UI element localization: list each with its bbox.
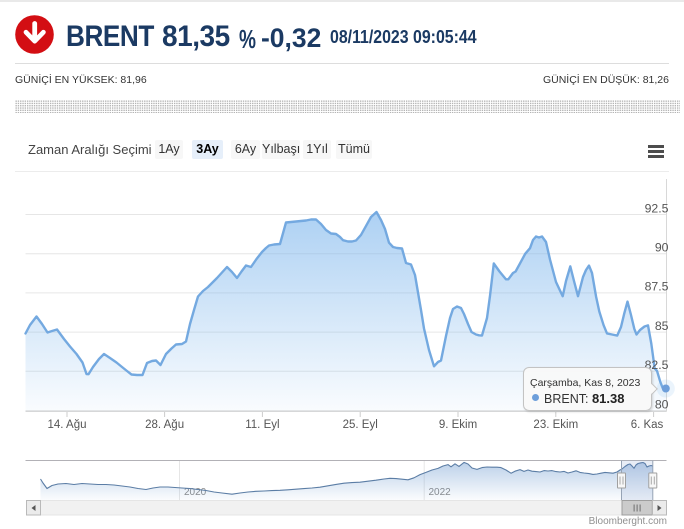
svg-text:90: 90 — [655, 241, 669, 255]
svg-text:14. Ağu: 14. Ağu — [47, 419, 86, 431]
svg-text:80: 80 — [655, 397, 669, 411]
svg-text:6. Kas: 6. Kas — [631, 419, 664, 431]
svg-text:92.5: 92.5 — [645, 201, 669, 215]
svg-text:87.5: 87.5 — [645, 280, 669, 294]
svg-text:23. Ekim: 23. Ekim — [533, 419, 578, 431]
svg-text:9. Ekim: 9. Ekim — [439, 419, 477, 431]
svg-text:25. Eyl: 25. Eyl — [343, 419, 378, 431]
svg-text:85: 85 — [655, 319, 669, 333]
svg-text:11. Eyl: 11. Eyl — [245, 419, 279, 431]
svg-text:28. Ağu: 28. Ağu — [145, 419, 184, 431]
